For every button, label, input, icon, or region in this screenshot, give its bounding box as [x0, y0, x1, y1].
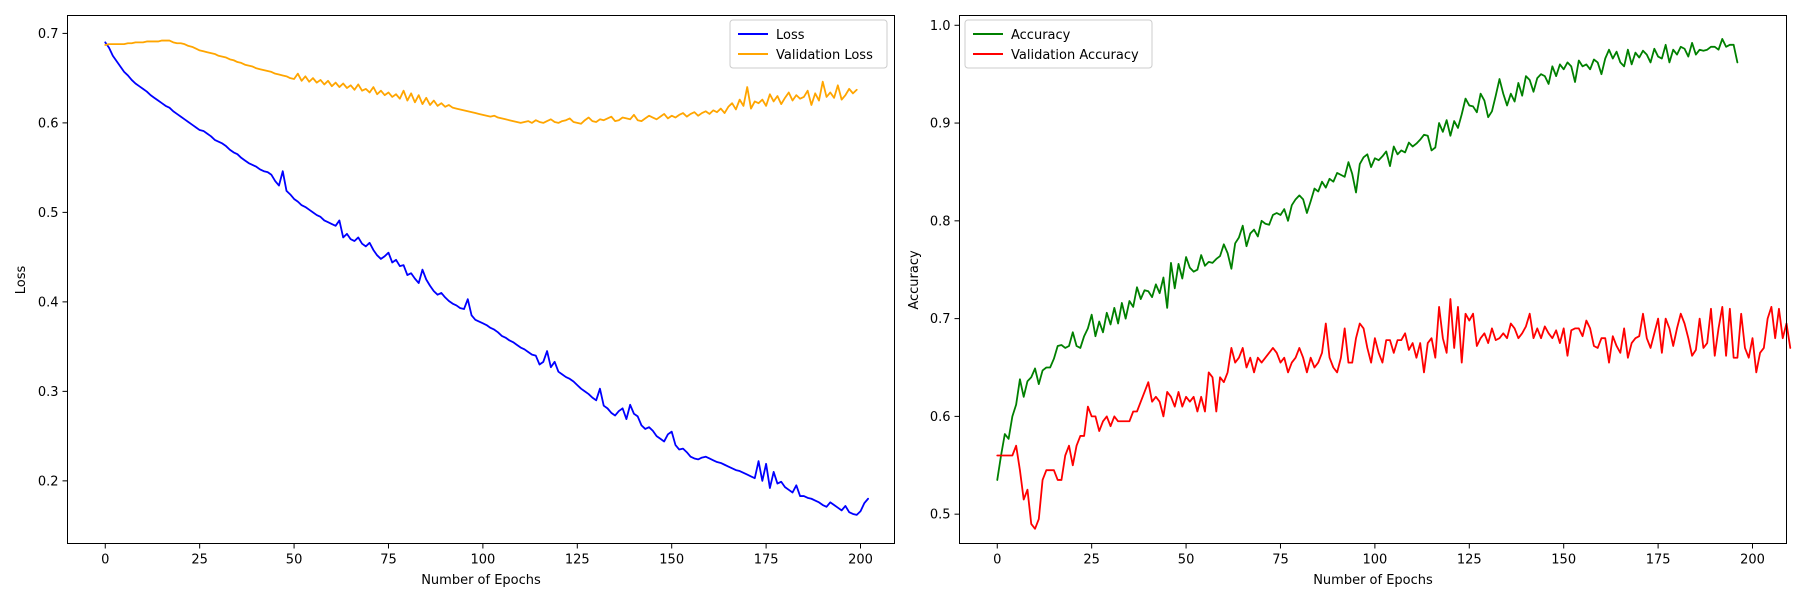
loss-y-tick-label: 0.7 [38, 27, 59, 42]
accuracy-legend: Accuracy Validation Accuracy [964, 19, 1153, 69]
loss-x-tick-label: 25 [191, 553, 208, 568]
accuracy-x-tick-label: 175 [1646, 553, 1671, 568]
accuracy-y-tick-label: 1.0 [930, 19, 951, 34]
loss-legend-label-validation-loss: Validation Loss [776, 48, 873, 63]
loss-x-tick-label: 125 [565, 553, 590, 568]
loss-series-loss-line [104, 41, 869, 516]
accuracy-y-tick-label: 0.8 [930, 214, 951, 229]
loss-x-tick-label: 75 [380, 553, 397, 568]
loss-legend-label-loss: Loss [776, 28, 805, 43]
accuracy-legend-box [964, 19, 1153, 69]
accuracy-legend-label-validation-accuracy: Validation Accuracy [1011, 48, 1139, 63]
accuracy-y-tick-label: 0.9 [930, 117, 951, 132]
loss-y-tick-label: 0.2 [38, 474, 59, 489]
accuracy-y-tick-label: 0.6 [930, 410, 951, 425]
loss-x-tick-label: 0 [101, 553, 109, 568]
accuracy-x-tick-label: 50 [1178, 553, 1195, 568]
loss-x-axis-label: Number of Epochs [421, 573, 541, 588]
loss-x-tick-label: 200 [848, 553, 873, 568]
loss-y-tick-label: 0.3 [38, 385, 59, 400]
loss-x-tick-label: 175 [754, 553, 779, 568]
loss-y-tick-label: 0.5 [38, 206, 59, 221]
accuracy-series-accuracy-line [996, 38, 1739, 481]
accuracy-legend-label-accuracy: Accuracy [1011, 28, 1071, 43]
loss-series-validation-loss-line [104, 39, 858, 125]
accuracy-plot-area [996, 38, 1792, 530]
accuracy-chart: 0 25 50 75 100 125 150 175 200 0.5 0.6 0.7 0.8 0.9 1.… [907, 15, 1792, 588]
loss-y-tick-label: 0.6 [38, 116, 59, 131]
loss-x-tick-label: 100 [470, 553, 495, 568]
accuracy-y-ticks: 0.5 0.6 0.7 0.8 0.9 1.0 [930, 19, 960, 523]
loss-axes-frame [67, 15, 895, 544]
loss-legend: Loss Validation Loss [729, 19, 888, 69]
accuracy-y-axis-label: Accuracy [907, 250, 922, 310]
accuracy-axes-frame [959, 15, 1787, 544]
accuracy-x-tick-label: 0 [993, 553, 1001, 568]
loss-chart: 0 25 50 75 100 125 150 175 200 0.20.30.40.50.60.… [14, 15, 895, 588]
accuracy-y-tick-label: 0.5 [930, 508, 951, 523]
loss-y-ticks: 0.2 0.3 0.4 0.5 0.6 0.7 [38, 27, 68, 489]
loss-plot-area [104, 39, 869, 516]
accuracy-x-ticks: 0 25 50 75 100 125 150 175 200 [993, 543, 1765, 568]
loss-legend-box [729, 19, 888, 69]
accuracy-x-tick-label: 125 [1457, 553, 1482, 568]
accuracy-x-tick-label: 200 [1740, 553, 1765, 568]
accuracy-x-tick-label: 25 [1083, 553, 1100, 568]
accuracy-y-tick-label: 0.7 [930, 312, 951, 327]
accuracy-series-validation-accuracy-line [996, 298, 1792, 530]
accuracy-x-tick-label: 100 [1362, 553, 1387, 568]
loss-y-axis-label: Loss [14, 266, 29, 295]
loss-x-tick-label: 150 [659, 553, 684, 568]
loss-x-ticks: 0 25 50 75 100 125 150 175 200 [101, 543, 873, 568]
accuracy-x-tick-label: 75 [1272, 553, 1289, 568]
loss-x-tick-label: 50 [286, 553, 303, 568]
loss-y-tick-label: 0.4 [38, 295, 59, 310]
accuracy-x-tick-label: 150 [1551, 553, 1576, 568]
accuracy-x-axis-label: Number of Epochs [1313, 573, 1433, 588]
